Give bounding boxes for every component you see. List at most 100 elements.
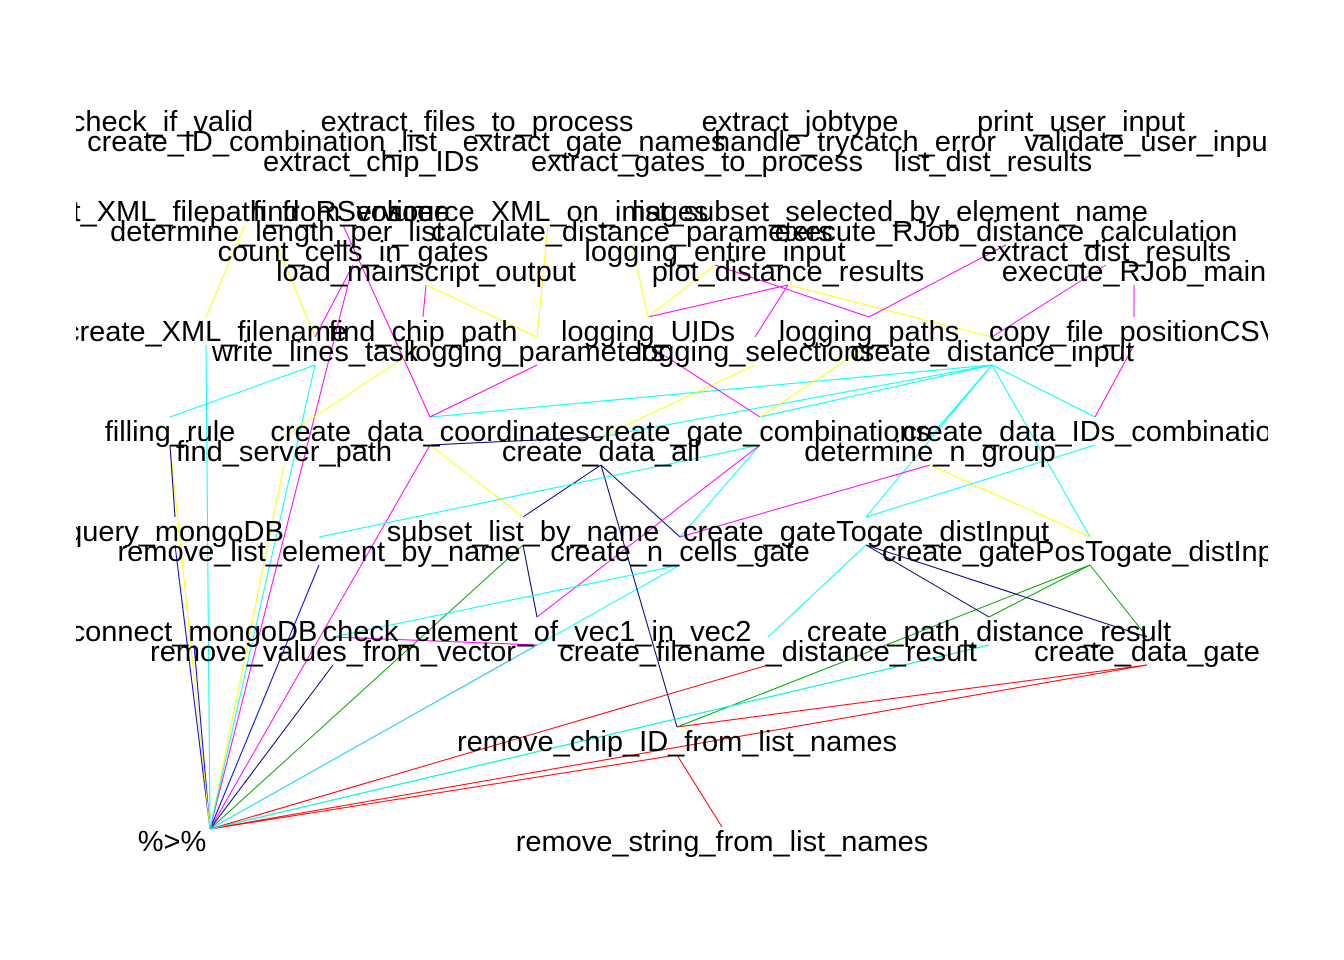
node-remove_list_element_by_name: remove_list_element_by_name <box>118 536 521 568</box>
node-load_mainscript_output: load_mainscript_output <box>276 256 576 288</box>
node-remove_chip_ID_from_list_names: remove_chip_ID_from_list_names <box>457 726 897 758</box>
node-extract_chip_IDs: extract_chip_IDs <box>263 146 479 178</box>
node-determine_n_group: determine_n_group <box>804 436 1056 468</box>
edge-find_chip_path-to-find_server_path <box>283 344 424 438</box>
node-source_XML_on_images: source_XML_on_images <box>388 196 709 228</box>
nodes-layer: check_if_valid extract_files_to_process ex… <box>40 106 1298 858</box>
edge-copy_file_positionCSV-to-create_data_IDs_combination <box>1094 344 1135 418</box>
node-execute_RJob_distance_calculation: execute_RJob_distance_calculation <box>775 216 1238 248</box>
node-calculate_distance_parameters: calculate_distance_parameters <box>431 216 832 248</box>
node-subset_list_by_name: subset_list_by_name <box>387 516 659 548</box>
edge-determine_length_per_list-to-write_lines_task <box>276 244 316 338</box>
edge-source_XML_on_images-to-logging_parameters <box>536 224 549 338</box>
node-extract_gates_to_process: extract_gates_to_process <box>531 146 863 178</box>
node-pipe: %>% <box>138 826 207 858</box>
edge-check_element_of_vec1_in_vec2-to-remove_values_from_vector <box>332 636 538 646</box>
node-execute_RJob_main: execute_RJob_main <box>1002 256 1266 288</box>
edge-create_gateTogate_distInput-to-create_filename_distance_result <box>767 544 867 638</box>
edge-create_filename_distance_result-to-pipe <box>209 664 769 830</box>
edge-create_distance_input-to-create_data_coordinates <box>429 364 993 418</box>
node-extract_files_to_process: extract_files_to_process <box>321 106 634 138</box>
edge-create_gate_combinations-to-remove_list_element_by_name <box>318 444 761 538</box>
edge-create_gateTogate_distInput-to-create_path_distance_result <box>865 544 990 618</box>
edge-write_lines_task-to-pipe <box>209 364 316 830</box>
node-connect_mongoDB: connect_mongoDB <box>71 616 318 648</box>
node-create_data_gate: create_data_gate <box>1034 636 1260 668</box>
edge-remove_values_from_vector-to-pipe <box>209 664 334 830</box>
node-create_data_coordinates: create_data_coordinates <box>270 416 589 448</box>
node-get_XML_filepath_from_volume: get_XML_filepath_from_volume <box>40 196 449 228</box>
edge-load_mainscript_output-to-find_chip_path <box>422 284 427 318</box>
node-remove_values_from_vector: remove_values_from_vector <box>150 636 516 668</box>
node-find_RService: find_RService <box>253 196 434 228</box>
edge-count_cells_in_gates-to-write_lines_task <box>314 264 354 338</box>
node-logging_paths: logging_paths <box>779 316 960 348</box>
edge-filling_rule-to-pipe <box>169 444 211 830</box>
node-extract_dist_results: extract_dist_results <box>981 236 1231 268</box>
edge-create_distance_input-to-create_data_IDs_combination <box>991 364 1096 418</box>
edge-connect_mongoDB-to-pipe <box>193 644 211 830</box>
edge-logging_entire_input-to-logging_UIDs <box>647 264 716 318</box>
edge-load_mainscript_output-to-logging_parameters <box>425 284 538 338</box>
edge-create_distance_input-to-create_gateTogate_distInput <box>865 364 993 518</box>
node-plot_distance_results: plot_distance_results <box>652 256 924 288</box>
edge-execute_RJob_distance_calculation-to-logging_paths <box>868 244 1007 318</box>
edge-extract_dist_results-to-create_distance_input <box>991 264 1107 338</box>
edge-logging_paths-to-create_gate_combinations <box>759 344 870 418</box>
edge-create_data_gate-to-pipe <box>209 664 1148 830</box>
node-create_gatePosTogate_distInput: create_gatePosTogate_distInput <box>882 536 1298 568</box>
node-remove_string_from_list_names: remove_string_from_list_names <box>516 826 929 858</box>
edge-create_XML_filename-to-pipe <box>205 344 211 830</box>
edge-create_n_cells_gate-to-remove_values_from_vector <box>332 564 681 638</box>
edge-determine_n_group-to-create_gatePosTogate_distInput <box>929 464 1091 538</box>
edge-create_data_gate-to-remove_chip_ID_from_list_names <box>676 664 1148 728</box>
node-determine_length_per_list: determine_length_per_list <box>110 216 444 248</box>
node-create_data_IDs_combination: create_data_IDs_combination <box>902 416 1287 448</box>
edge-filling_rule-to-query_mongoDB <box>169 444 176 518</box>
edge-create_gatePosTogate_distInput-to-create_data_gate <box>1089 564 1148 638</box>
edge-subset_list_by_name-to-check_element_of_vec1_in_vec2 <box>522 544 538 618</box>
edge-create_distance_input-to-create_gate_combinations <box>759 364 993 418</box>
node-check_element_of_vec1_in_vec2: check_element_of_vec1_in_vec2 <box>323 616 752 648</box>
edge-create_gatePosTogate_distInput-to-create_path_distance_result <box>988 564 1091 618</box>
edge-create_gateTogate_distInput-to-create_data_gate <box>865 544 1148 638</box>
edge-get_XML_filepath_from_volume-to-create_XML_filename <box>205 224 246 318</box>
edge-create_gatePosTogate_distInput-to-remove_chip_ID_from_list_names <box>676 564 1091 728</box>
edges-layer <box>169 224 1148 830</box>
edge-count_cells_in_gates-to-pipe <box>209 264 354 830</box>
edge-subset_list_by_name-to-pipe <box>209 544 524 830</box>
edge-create_gate_combinations-to-check_element_of_vec1_in_vec2 <box>536 444 761 618</box>
node-create_ID_combination_list: create_ID_combination_list <box>87 126 437 158</box>
edge-create_data_coordinates-to-create_data_all <box>429 436 602 446</box>
edge-create_data_coordinates-to-subset_list_by_name <box>429 444 524 518</box>
node-copy_file_positionCSV: copy_file_positionCSV <box>989 316 1280 348</box>
node-count_cells_in_gates: count_cells_in_gates <box>218 236 489 268</box>
edge-create_distance_input-to-create_gatePosTogate_distInput <box>991 364 1091 538</box>
node-list_subset_selected_by_element_name: list_subset_selected_by_element_name <box>632 196 1148 228</box>
edge-create_data_IDs_combination-to-create_gateTogate_distInput <box>865 444 1096 518</box>
edge-create_n_cells_gate-to-pipe <box>209 564 681 830</box>
node-create_gateTogate_distInput: create_gateTogate_distInput <box>683 516 1049 548</box>
node-print_user_input: print_user_input <box>977 106 1185 138</box>
node-validate_user_input: validate_user_input <box>1024 126 1276 158</box>
node-create_data_all: create_data_all <box>502 436 700 468</box>
node-extract_jobtype: extract_jobtype <box>702 106 899 138</box>
edge-remove_chip_ID_from_list_names-to-remove_string_from_list_names <box>676 754 723 828</box>
edge-create_data_all-to-remove_chip_ID_from_list_names <box>600 464 678 728</box>
edge-determine_n_group-to-create_n_cells_gate <box>679 464 931 538</box>
node-logging_selections: logging_selections <box>636 336 875 368</box>
edge-query_mongoDB-to-pipe <box>174 544 211 830</box>
node-extract_gate_names: extract_gate_names <box>463 126 726 158</box>
edge-find_RService-to-create_data_coordinates <box>342 224 431 418</box>
node-query_mongoDB: query_mongoDB <box>66 516 284 548</box>
edge-logging_entire_input-to-logging_paths <box>714 264 870 318</box>
node-list_dist_results: list_dist_results <box>894 146 1092 178</box>
edge-remove_list_element_by_name-to-pipe <box>209 564 320 830</box>
edge-remove_chip_ID_from_list_names-to-pipe <box>209 754 678 830</box>
edge-plot_distance_results-to-create_distance_input <box>787 284 993 338</box>
node-write_lines_task: write_lines_task <box>211 336 419 368</box>
edge-create_data_all-to-subset_list_by_name <box>522 464 602 518</box>
node-create_distance_input: create_distance_input <box>850 336 1134 368</box>
edge-create_path_distance_result-to-pipe <box>209 644 990 830</box>
